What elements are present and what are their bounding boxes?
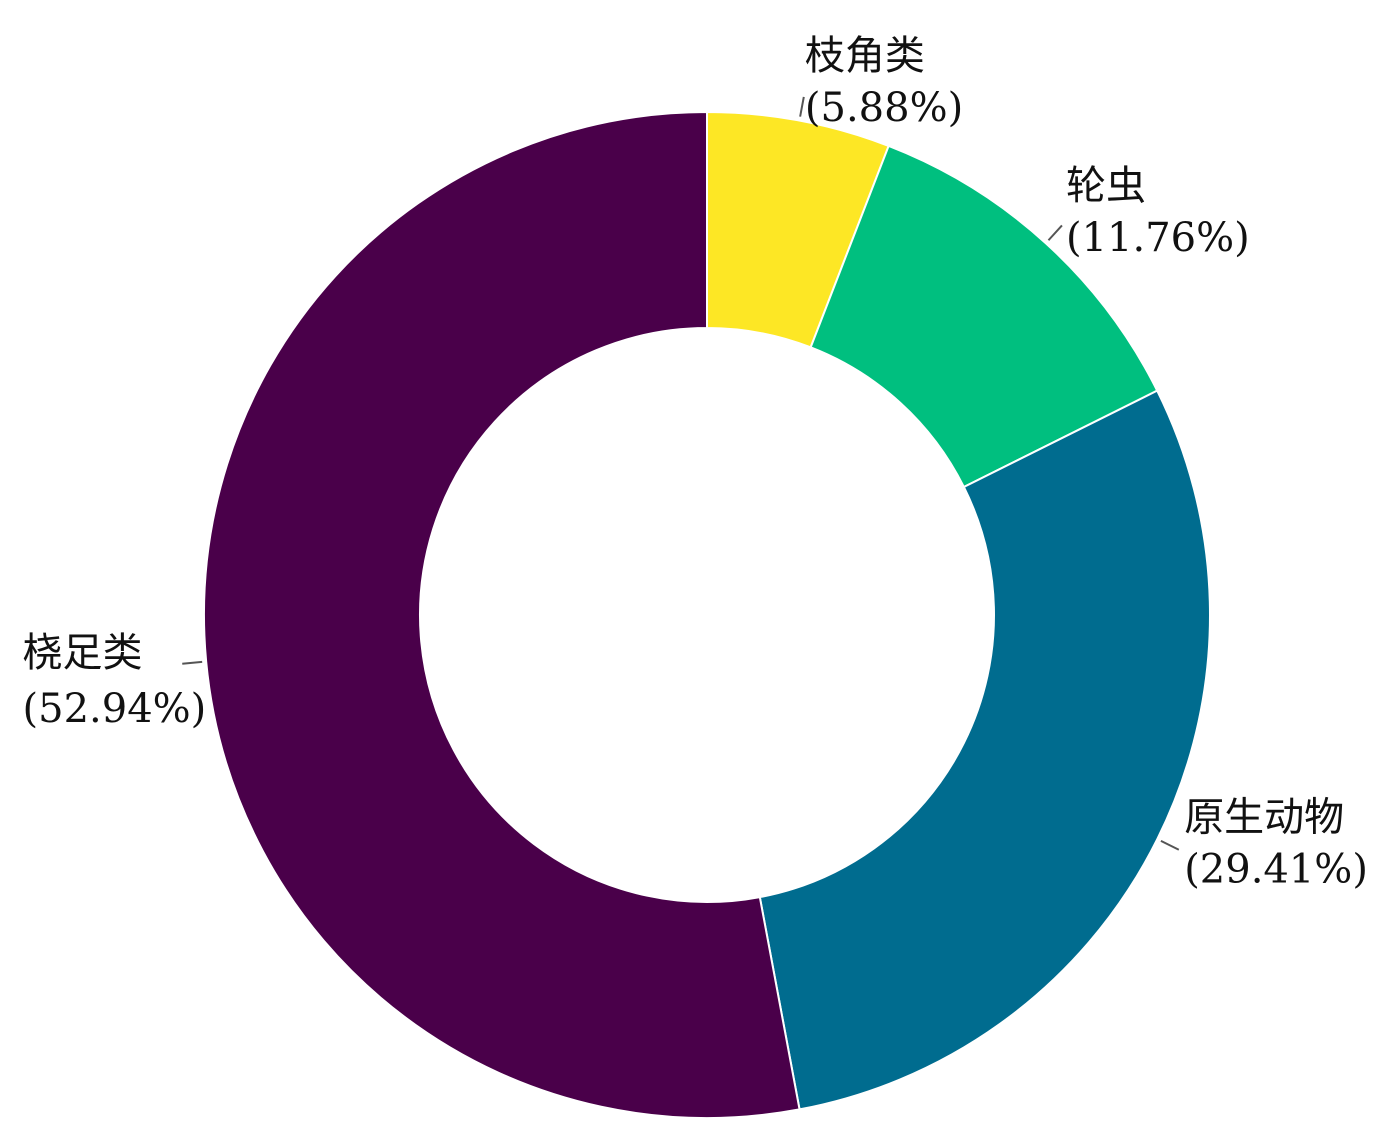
leader-line (799, 96, 805, 117)
slice-label: 原生动物 (1184, 794, 1344, 840)
value-label: (5.88%) (805, 85, 963, 131)
value-label: (52.94%) (23, 686, 207, 732)
leader-line (1047, 224, 1063, 241)
leader-line (182, 660, 203, 665)
slice-label: 桡足类 (23, 630, 143, 676)
value-label: (11.76%) (1066, 215, 1250, 261)
donut-slice (758, 389, 1211, 1111)
value-label: (29.41%) (1184, 846, 1368, 892)
leader-line (1160, 839, 1180, 851)
slice-label: 轮虫 (1066, 163, 1146, 209)
slice-label: 枝角类 (805, 33, 925, 79)
donut-slice (203, 110, 801, 1119)
